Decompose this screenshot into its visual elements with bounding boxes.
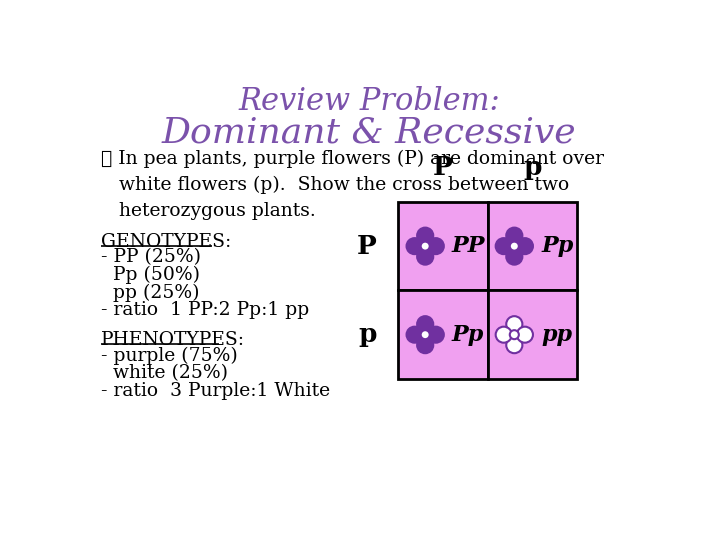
Circle shape [420,330,430,339]
Text: P: P [433,156,453,180]
Circle shape [420,241,430,251]
Text: Pp (50%): Pp (50%) [101,266,200,284]
Text: white (25%): white (25%) [101,364,228,382]
Text: p: p [523,156,541,180]
Ellipse shape [517,327,533,343]
Text: pp: pp [541,323,572,346]
Text: - ratio  3 Purple:1 White: - ratio 3 Purple:1 White [101,382,330,400]
Bar [398,202,487,291]
Circle shape [510,330,519,339]
Text: P: P [357,234,377,259]
Ellipse shape [506,228,523,244]
Text: PP: PP [452,235,485,257]
Text: - PP (25%): - PP (25%) [101,248,201,266]
Ellipse shape [417,248,433,265]
Ellipse shape [407,238,423,254]
Ellipse shape [407,327,423,343]
Text: Dominant & Recessive: Dominant & Recessive [162,116,576,150]
Bar [487,291,577,379]
Text: pp (25%): pp (25%) [101,284,199,302]
Text: GENOTYPES:: GENOTYPES: [101,233,231,251]
Text: PHENOTYPES:: PHENOTYPES: [101,331,245,349]
Bar [487,202,577,291]
Ellipse shape [506,337,523,353]
Ellipse shape [495,327,512,343]
Ellipse shape [517,238,533,254]
Ellipse shape [506,316,523,332]
Text: - ratio  1 PP:2 Pp:1 pp: - ratio 1 PP:2 Pp:1 pp [101,301,309,319]
Text: Pp: Pp [452,323,484,346]
Text: - purple (75%): - purple (75%) [101,347,238,365]
Ellipse shape [428,327,444,343]
Text: Pp: Pp [541,235,573,257]
Ellipse shape [417,316,433,332]
Ellipse shape [428,238,444,254]
Circle shape [510,241,519,251]
Text: p: p [359,322,377,347]
Text: Review Problem:: Review Problem: [238,86,500,117]
Ellipse shape [417,337,433,353]
Bar [398,291,487,379]
Text: ❖ In pea plants, purple flowers (P) are dominant over
   white flowers (p).  Sho: ❖ In pea plants, purple flowers (P) are … [101,150,604,220]
Ellipse shape [506,248,523,265]
Ellipse shape [495,238,512,254]
Ellipse shape [417,228,433,244]
